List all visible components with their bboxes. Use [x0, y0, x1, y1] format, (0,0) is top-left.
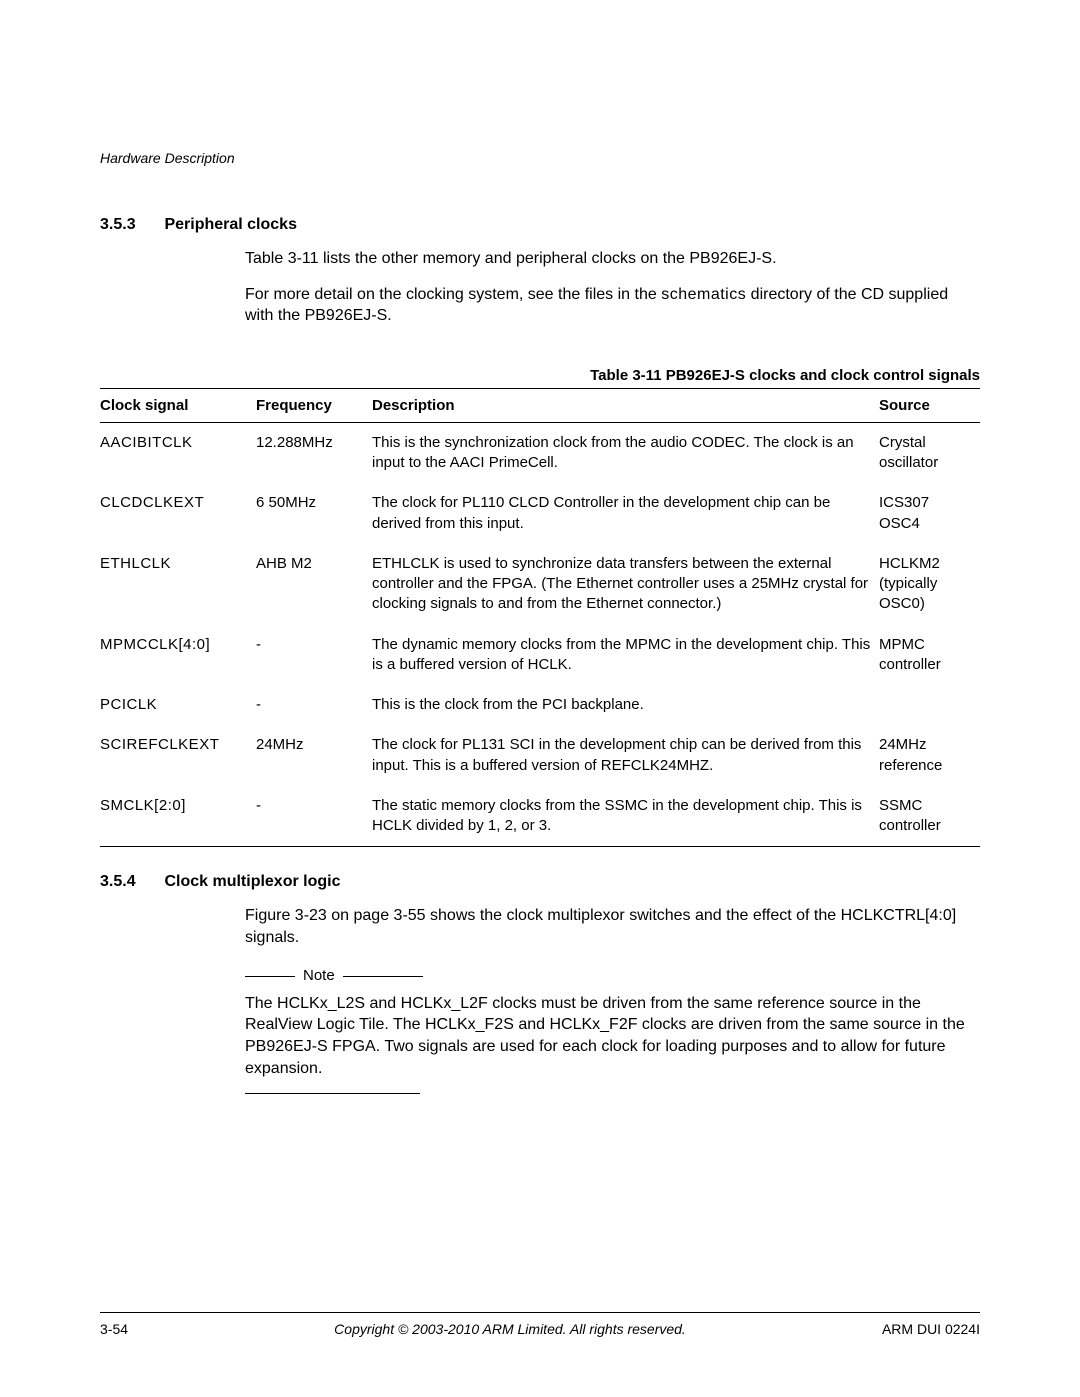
section-title: Clock multiplexor logic [164, 873, 340, 890]
footer-copyright: Copyright © 2003-2010 ARM Limited. All r… [180, 1321, 840, 1337]
section-heading-354: 3.5.4 Clock multiplexor logic [100, 873, 980, 891]
page: Hardware Description 3.5.3 Peripheral cl… [0, 0, 1080, 1397]
paragraph: For more detail on the clocking system, … [245, 284, 980, 327]
cell-freq: - [256, 625, 372, 686]
col-header-freq: Frequency [256, 388, 372, 422]
note-top-rule: Note [245, 966, 980, 986]
table-row: CLCDCLKEXT 6 50MHz The clock for PL110 C… [100, 483, 980, 544]
note-box: Note The HCLKx_L2S and HCLKx_L2F clocks … [245, 966, 980, 1094]
col-header-src: Source [879, 388, 980, 422]
table-row: SMCLK[2:0] - The static memory clocks fr… [100, 786, 980, 847]
table-row: PCICLK - This is the clock from the PCI … [100, 685, 980, 725]
cell-src: 24MHz reference [879, 725, 980, 786]
cell-freq: 6 50MHz [256, 483, 372, 544]
cell-desc: ETHLCLK is used to synchronize data tran… [372, 544, 879, 625]
cell-freq: - [256, 786, 372, 847]
cell-freq: - [256, 685, 372, 725]
page-footer: 3-54 Copyright © 2003-2010 ARM Limited. … [100, 1312, 980, 1337]
cell-signal: PCICLK [100, 685, 256, 725]
table-row: AACIBITCLK 12.288MHz This is the synchro… [100, 422, 980, 483]
footer-page-number: 3-54 [100, 1321, 180, 1337]
rule-left [245, 976, 295, 977]
cell-signal: SCIREFCLKEXT [100, 725, 256, 786]
section-title: Peripheral clocks [164, 216, 297, 233]
cell-desc: The clock for PL110 CLCD Controller in t… [372, 483, 879, 544]
code-run: schematics [661, 286, 746, 303]
section-number: 3.5.4 [100, 873, 160, 891]
col-header-signal: Clock signal [100, 388, 256, 422]
cell-signal: AACIBITCLK [100, 422, 256, 483]
table-caption: Table 3-11 PB926EJ-S clocks and clock co… [100, 367, 980, 384]
note-text: The HCLKx_L2S and HCLKx_L2F clocks must … [245, 993, 980, 1079]
cell-signal: SMCLK[2:0] [100, 786, 256, 847]
text-run: For more detail on the clocking system, … [245, 286, 661, 303]
note-label: Note [303, 966, 335, 986]
cell-src: ICS307 OSC4 [879, 483, 980, 544]
table-row: MPMCCLK[4:0] - The dynamic memory clocks… [100, 625, 980, 686]
cell-src [879, 685, 980, 725]
note-bottom-rule [245, 1093, 420, 1094]
cell-signal: MPMCCLK[4:0] [100, 625, 256, 686]
rule-right [343, 976, 423, 977]
cell-desc: The clock for PL131 SCI in the developme… [372, 725, 879, 786]
running-head: Hardware Description [100, 150, 980, 166]
section-number: 3.5.3 [100, 216, 160, 234]
cell-src: MPMC controller [879, 625, 980, 686]
cell-signal: ETHLCLK [100, 544, 256, 625]
table-row: ETHLCLK AHB M2 ETHLCLK is used to synchr… [100, 544, 980, 625]
cell-desc: The dynamic memory clocks from the MPMC … [372, 625, 879, 686]
cell-src: Crystal oscillator [879, 422, 980, 483]
table-header-row: Clock signal Frequency Description Sourc… [100, 388, 980, 422]
cell-signal: CLCDCLKEXT [100, 483, 256, 544]
cell-freq: 24MHz [256, 725, 372, 786]
col-header-desc: Description [372, 388, 879, 422]
paragraph: Table 3-11 lists the other memory and pe… [245, 248, 980, 270]
footer-doc-id: ARM DUI 0224I [840, 1321, 980, 1337]
paragraph: Figure 3-23 on page 3-55 shows the clock… [245, 905, 980, 948]
cell-freq: 12.288MHz [256, 422, 372, 483]
clocks-table: Clock signal Frequency Description Sourc… [100, 388, 980, 847]
cell-src: SSMC controller [879, 786, 980, 847]
cell-desc: This is the synchronization clock from t… [372, 422, 879, 483]
table-bottom-rule [100, 846, 980, 847]
section-heading-353: 3.5.3 Peripheral clocks [100, 216, 980, 234]
cell-freq: AHB M2 [256, 544, 372, 625]
cell-desc: The static memory clocks from the SSMC i… [372, 786, 879, 847]
cell-src: HCLKM2 (typically OSC0) [879, 544, 980, 625]
cell-desc: This is the clock from the PCI backplane… [372, 685, 879, 725]
table-row: SCIREFCLKEXT 24MHz The clock for PL131 S… [100, 725, 980, 786]
